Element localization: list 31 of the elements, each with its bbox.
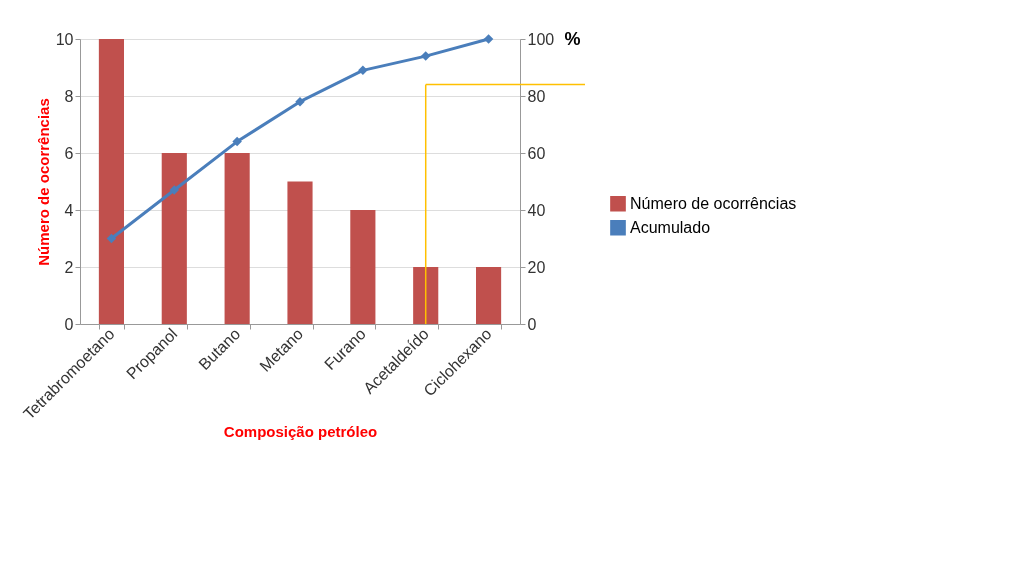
bar [98, 39, 124, 324]
bar [350, 210, 376, 324]
y2-tick-label: 20 [527, 258, 546, 276]
y2-tick-label: 80 [527, 87, 546, 105]
legend-label: Acumulado [630, 218, 711, 236]
bar [161, 153, 187, 324]
y-tick-label: 2 [64, 258, 74, 276]
legend-label: Número de ocorrências [630, 194, 797, 212]
point [483, 34, 494, 44]
bar [476, 267, 502, 324]
point [420, 51, 431, 61]
y2-tick-label: 40 [527, 201, 546, 219]
y2-tick-label: 100 [527, 30, 555, 48]
bar [287, 181, 313, 324]
point [295, 96, 305, 107]
y2-axis-title: % [564, 28, 581, 49]
y2-tick-label: 60 [527, 144, 546, 162]
point [358, 65, 368, 76]
y-tick-label: 4 [64, 201, 74, 219]
y-tick-label: 10 [55, 30, 74, 48]
bar [413, 267, 439, 324]
y-axis-title: Número de ocorrências [34, 98, 52, 266]
bar [224, 153, 250, 324]
y2-tick-label: 0 [527, 315, 537, 333]
point [232, 136, 242, 147]
point [106, 233, 117, 244]
point [169, 185, 180, 195]
y-tick-label: 0 [64, 315, 74, 333]
y-tick-label: 8 [64, 87, 74, 105]
y-tick-label: 6 [64, 144, 74, 162]
x-axis-title: Composição petróleo [223, 422, 378, 440]
